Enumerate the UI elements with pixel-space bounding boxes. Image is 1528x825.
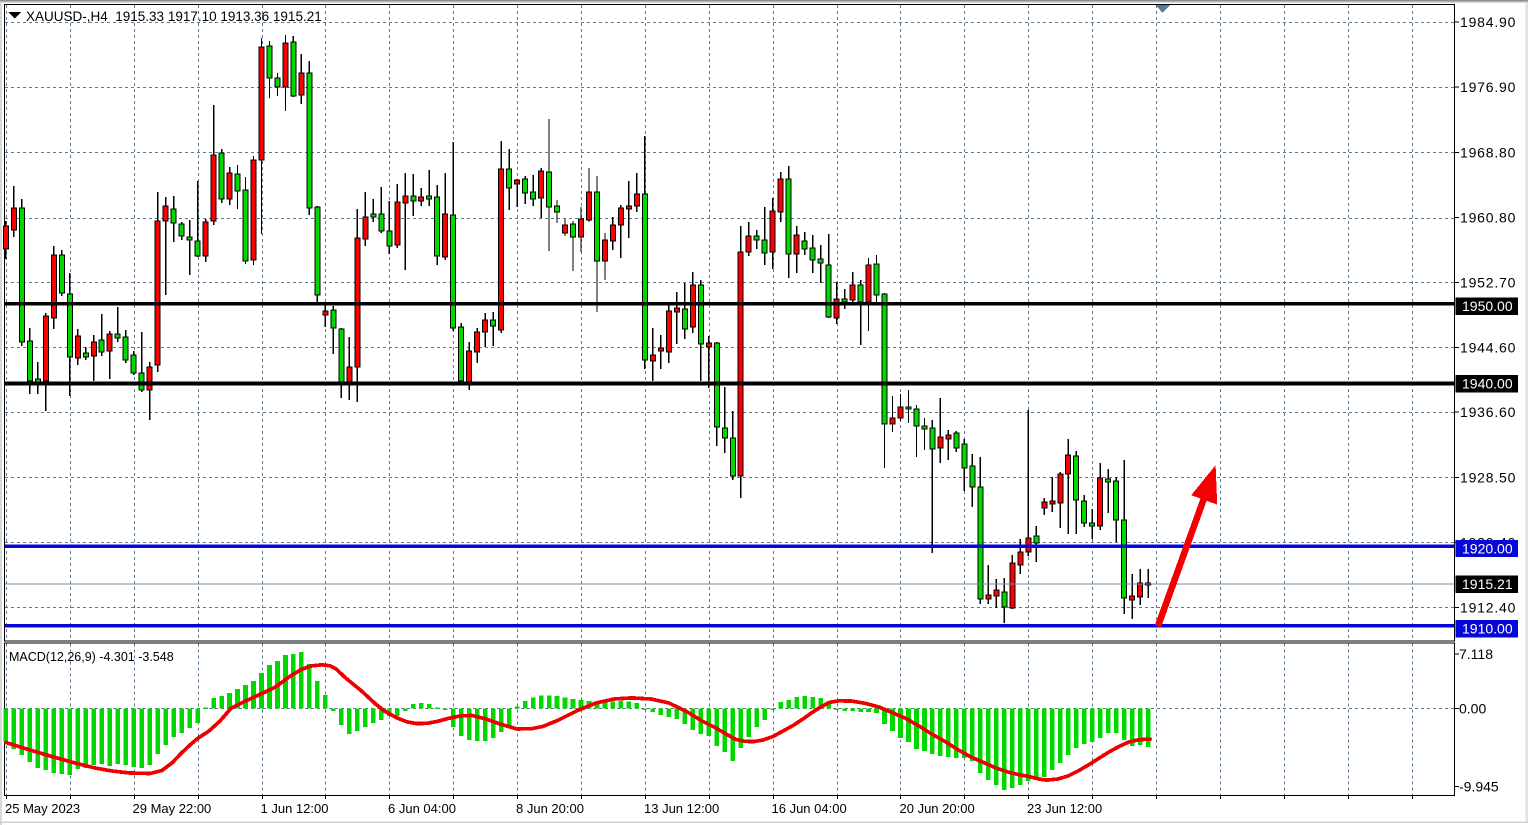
- svg-text:16 Jun 04:00: 16 Jun 04:00: [772, 801, 847, 816]
- svg-text:MACD(12,26,9) -4.301 -3.548: MACD(12,26,9) -4.301 -3.548: [9, 650, 174, 664]
- svg-text:1912.40: 1912.40: [1460, 599, 1516, 615]
- svg-text:25 May 2023: 25 May 2023: [5, 801, 80, 816]
- svg-text:1920.00: 1920.00: [1462, 541, 1513, 557]
- svg-text:29 May 22:00: 29 May 22:00: [133, 801, 212, 816]
- svg-text:6 Jun 04:00: 6 Jun 04:00: [388, 801, 456, 816]
- svg-text:0.00: 0.00: [1459, 700, 1486, 716]
- svg-text:1944.60: 1944.60: [1460, 339, 1516, 355]
- svg-text:1940.00: 1940.00: [1462, 376, 1513, 392]
- svg-text:1936.60: 1936.60: [1460, 404, 1516, 420]
- svg-text:1910.00: 1910.00: [1462, 621, 1513, 637]
- svg-text:1976.90: 1976.90: [1460, 79, 1516, 95]
- svg-text:1960.80: 1960.80: [1460, 210, 1516, 226]
- svg-text:1915.21: 1915.21: [1462, 576, 1513, 592]
- svg-text:13 Jun 12:00: 13 Jun 12:00: [644, 801, 719, 816]
- svg-text:1952.70: 1952.70: [1460, 274, 1516, 290]
- svg-text:1984.90: 1984.90: [1460, 14, 1516, 30]
- svg-text:1968.80: 1968.80: [1460, 145, 1516, 161]
- svg-text:20 Jun 20:00: 20 Jun 20:00: [900, 801, 975, 816]
- svg-text:-9.945: -9.945: [1459, 779, 1499, 795]
- svg-text:XAUUSD-,H4 1915.33 1917.10 19: XAUUSD-,H4 1915.33 1917.10 1913.36 1915.…: [26, 9, 322, 24]
- svg-text:1928.50: 1928.50: [1460, 469, 1516, 485]
- svg-text:8 Jun 20:00: 8 Jun 20:00: [516, 801, 584, 816]
- svg-text:1950.00: 1950.00: [1462, 298, 1513, 314]
- svg-text:1 Jun 12:00: 1 Jun 12:00: [261, 801, 329, 816]
- svg-text:23 Jun 12:00: 23 Jun 12:00: [1027, 801, 1102, 816]
- svg-text:7.118: 7.118: [1459, 646, 1493, 662]
